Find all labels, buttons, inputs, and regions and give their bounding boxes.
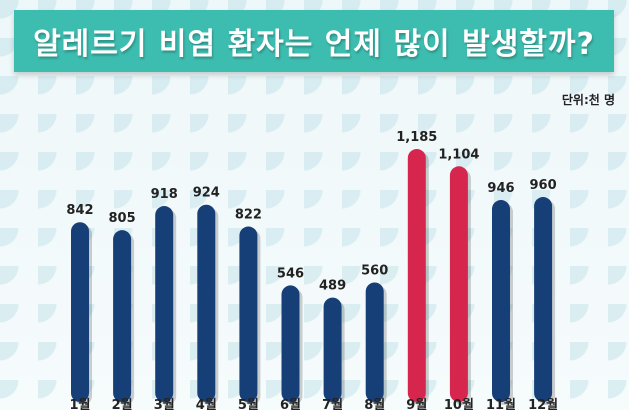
category-label: 5월 bbox=[238, 397, 259, 410]
bar-10 bbox=[449, 166, 468, 402]
category-label: 7월 bbox=[322, 397, 343, 410]
value-label: 489 bbox=[319, 279, 346, 294]
value-label: 822 bbox=[235, 208, 262, 223]
bar-8 bbox=[365, 282, 384, 402]
value-label: 1,185 bbox=[396, 130, 437, 145]
value-label: 805 bbox=[109, 211, 136, 226]
category-label: 10월 bbox=[444, 397, 474, 410]
bar-3 bbox=[155, 206, 174, 402]
category-label: 2월 bbox=[112, 397, 133, 410]
value-label: 842 bbox=[66, 203, 93, 218]
category-label: 11월 bbox=[486, 397, 516, 410]
category-label: 9월 bbox=[406, 397, 427, 410]
bar-5 bbox=[239, 226, 258, 402]
value-label: 1,104 bbox=[438, 147, 479, 162]
value-label: 918 bbox=[151, 187, 178, 202]
value-label: 560 bbox=[361, 263, 388, 278]
category-label: 1월 bbox=[69, 397, 90, 410]
category-label: 3월 bbox=[154, 397, 175, 410]
bar-9 bbox=[407, 149, 426, 402]
chart-title: 알레르기 비염 환자는 언제 많이 발생할까? bbox=[33, 27, 595, 62]
bar-12 bbox=[534, 197, 553, 402]
value-label: 924 bbox=[193, 186, 220, 201]
bar-1 bbox=[71, 222, 89, 402]
bar-4 bbox=[197, 204, 216, 402]
category-label: 8월 bbox=[364, 397, 385, 410]
bar-2 bbox=[113, 230, 132, 402]
unit-label: 단위:천 명 bbox=[561, 93, 615, 107]
category-label: 6월 bbox=[280, 397, 301, 410]
category-label: 4월 bbox=[196, 397, 217, 410]
value-label: 946 bbox=[487, 181, 514, 196]
value-label: 546 bbox=[277, 266, 304, 281]
title-banner: 알레르기 비염 환자는 언제 많이 발생할까? bbox=[14, 10, 614, 72]
bar-7 bbox=[323, 297, 342, 402]
bar-11 bbox=[492, 200, 510, 402]
value-label: 960 bbox=[530, 178, 557, 193]
category-label: 12월 bbox=[528, 397, 558, 410]
bar-6 bbox=[281, 285, 300, 402]
